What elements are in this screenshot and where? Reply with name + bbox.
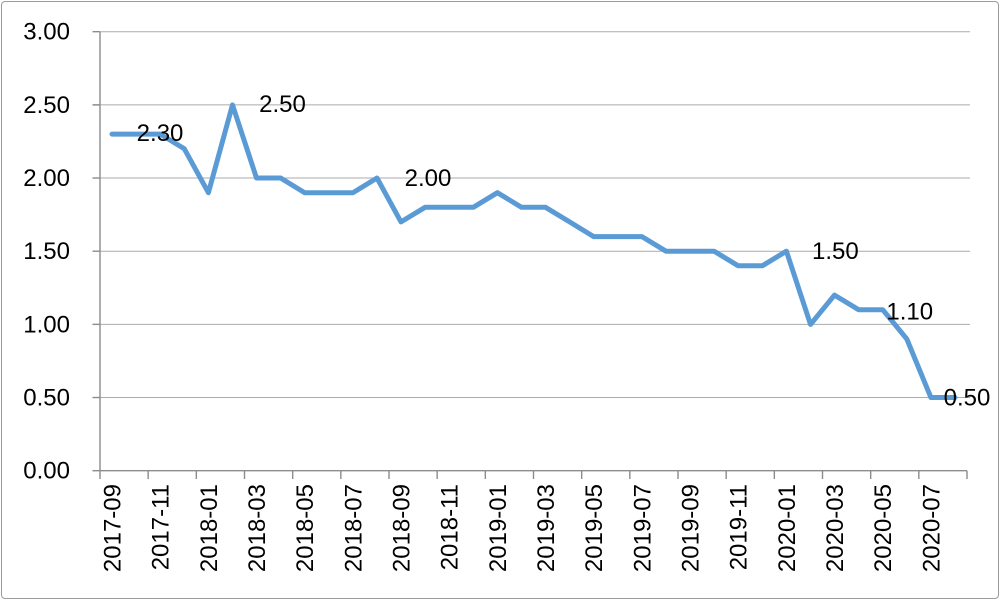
x-axis-label: 2020-05 <box>870 484 897 572</box>
x-axis-label: 2017-11 <box>148 484 175 570</box>
data-label: 1.50 <box>812 238 859 265</box>
x-axis-label: 2018-01 <box>196 484 223 572</box>
y-axis-label: 1.00 <box>23 311 70 338</box>
x-axis-label: 2019-07 <box>629 484 656 572</box>
x-axis-label: 2019-01 <box>485 484 512 572</box>
x-axis-label: 2018-05 <box>292 484 319 572</box>
x-axis-label: 2019-11 <box>726 484 753 570</box>
data-label: 2.30 <box>137 120 184 147</box>
data-label: 1.10 <box>886 299 933 326</box>
x-axis-label: 2017-09 <box>100 484 127 572</box>
x-axis-label: 2019-03 <box>533 484 560 572</box>
y-axis-label: 1.50 <box>23 238 70 265</box>
x-axis-label: 2018-07 <box>340 484 367 572</box>
y-axis-label: 0.50 <box>23 385 70 412</box>
y-axis-label: 2.00 <box>23 165 70 192</box>
x-axis-label: 2018-03 <box>244 484 271 572</box>
y-axis-label: 0.00 <box>23 458 70 485</box>
x-axis-label: 2020-01 <box>774 484 801 572</box>
data-label: 0.50 <box>944 385 991 412</box>
data-label: 2.50 <box>259 91 306 118</box>
x-axis-label: 2018-11 <box>437 484 464 570</box>
x-axis-label: 2019-09 <box>678 484 705 572</box>
x-axis-label: 2020-03 <box>822 484 849 572</box>
series-line <box>109 102 958 400</box>
x-axis-label: 2019-05 <box>581 484 608 572</box>
y-axis-label: 2.50 <box>23 92 70 119</box>
x-axis-label: 2020-07 <box>918 484 945 572</box>
y-axis-label: 3.00 <box>23 19 70 46</box>
x-axis-label: 2018-09 <box>389 484 416 572</box>
data-label: 2.00 <box>405 165 452 192</box>
